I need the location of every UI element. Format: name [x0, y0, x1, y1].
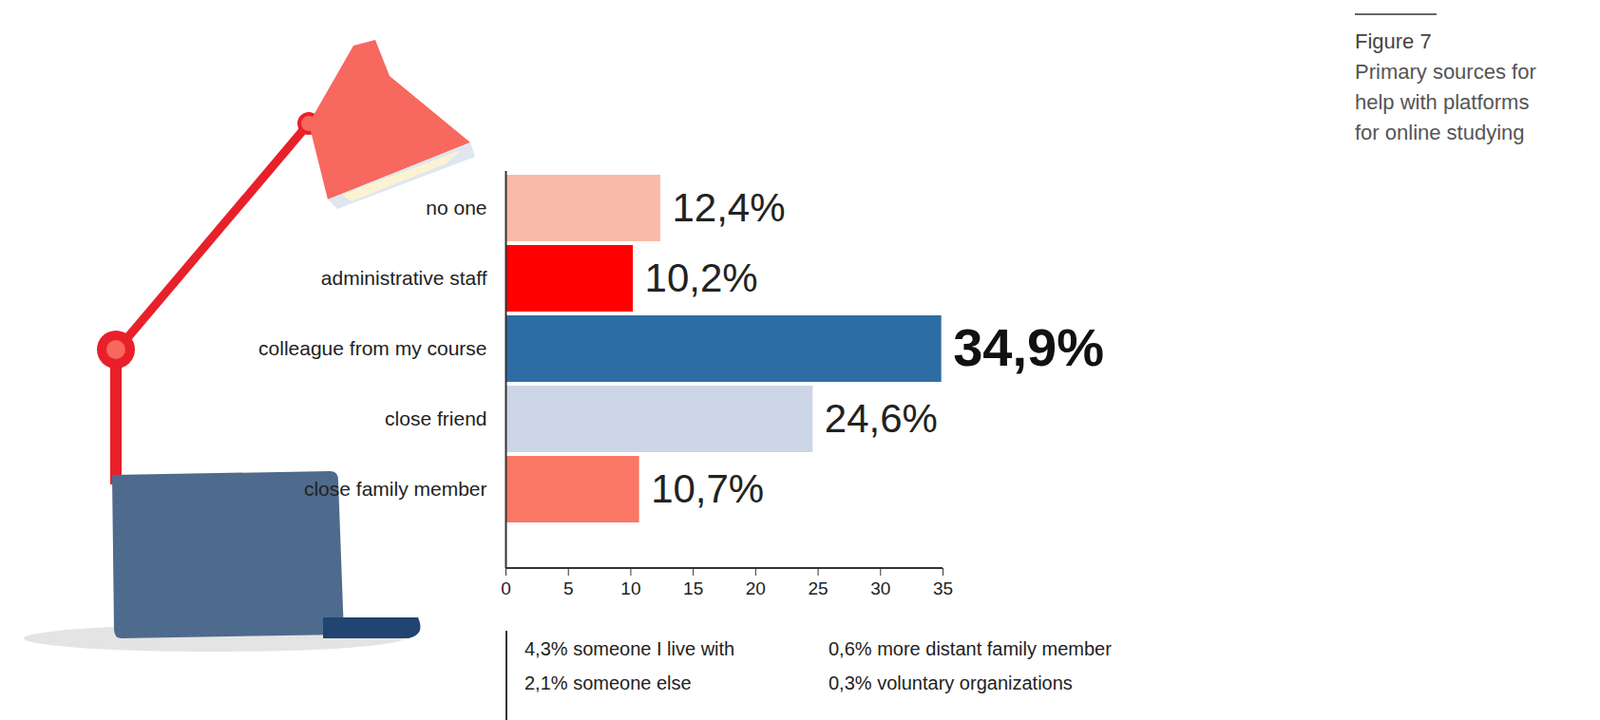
- svg-text:10: 10: [620, 578, 641, 599]
- svg-text:35: 35: [933, 578, 953, 599]
- svg-text:5: 5: [563, 578, 574, 599]
- svg-text:close family member: close family member: [304, 477, 488, 500]
- svg-text:25: 25: [808, 578, 829, 599]
- html-text:0,6% more distant family membe: 0,6% more distant family member: [828, 638, 1112, 660]
- svg-text:no one: no one: [425, 196, 487, 219]
- svg-text:0: 0: [500, 578, 512, 599]
- svg-text:20: 20: [745, 578, 766, 599]
- svg-text:15: 15: [683, 578, 704, 599]
- html-text:4,3% someone I live with: 4,3% someone I live with: [524, 638, 735, 660]
- html-text:0,3% voluntary organizations: 0,3% voluntary organizations: [828, 672, 1073, 694]
- svg-text:10,2%: 10,2%: [645, 255, 759, 301]
- svg-text:30: 30: [870, 578, 891, 599]
- svg-text:12,4%: 12,4%: [671, 185, 785, 230]
- html-text:Figure 7: Figure 7: [1354, 29, 1432, 54]
- svg-text:10,7%: 10,7%: [650, 466, 764, 512]
- svg-text:colleague from my course: colleague from my course: [258, 337, 487, 360]
- svg-text:administrative staff: administrative staff: [321, 266, 488, 289]
- svg-text:close friend: close friend: [384, 407, 487, 430]
- svg-text:24,6%: 24,6%: [824, 396, 938, 441]
- html-text:Primary sources for help with: Primary sources for help with platforms …: [1354, 59, 1537, 145]
- svg-text:34,9%: 34,9%: [952, 317, 1105, 378]
- html-text:2,1% someone else: 2,1% someone else: [524, 672, 692, 694]
